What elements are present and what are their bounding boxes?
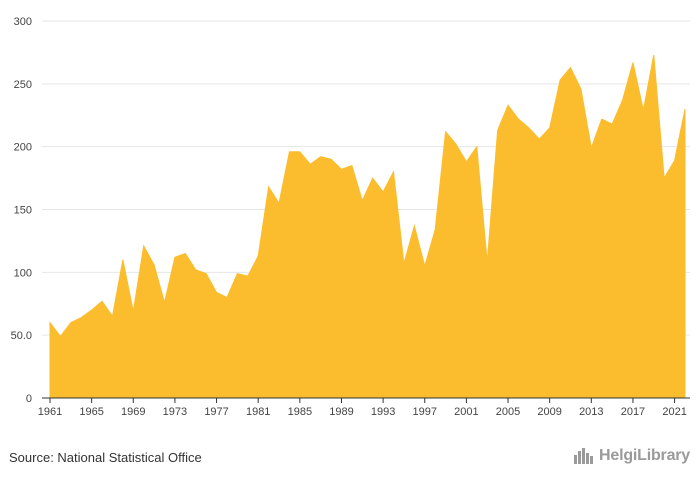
area-chart: 0 50.0 100 150 200 250 300 1961 1965 1969 1973 197… — [11, 16, 690, 418]
area-series — [49, 54, 686, 399]
y-tick-label: 200 — [14, 142, 32, 154]
x-tick-label: 1973 — [163, 406, 187, 418]
x-tick-label: 1981 — [246, 406, 270, 418]
x-tick-label: 2009 — [537, 406, 561, 418]
x-tick-label: 2013 — [579, 406, 603, 418]
y-tick-label: 100 — [14, 267, 32, 279]
helgi-library-logo: HelgiLibrary — [573, 447, 690, 465]
x-tick-label: 1993 — [371, 406, 395, 418]
x-tick-label: 2021 — [662, 406, 686, 418]
y-tick-label: 250 — [14, 79, 32, 91]
footer: Source: National Statistical Office Helg… — [0, 440, 700, 483]
source-note: Source: National Statistical Office — [9, 450, 202, 465]
x-tick-label: 1977 — [204, 406, 228, 418]
x-tick-label: 1985 — [288, 406, 312, 418]
x-tick-label: 2001 — [454, 406, 478, 418]
x-tick-label: 1997 — [413, 406, 437, 418]
y-tick-label: 150 — [14, 205, 32, 217]
area-fill — [49, 54, 686, 399]
y-tick-label: 0 — [26, 393, 32, 405]
x-tick-label: 1969 — [121, 406, 145, 418]
x-tick-label: 1989 — [329, 406, 353, 418]
x-tick-label: 1965 — [79, 406, 103, 418]
skyline-icon — [574, 448, 594, 464]
y-tick-label: 300 — [14, 16, 32, 28]
x-tick-label: 2017 — [621, 406, 645, 418]
y-tick-label: 50.0 — [11, 330, 32, 342]
x-tick-label: 2005 — [496, 406, 520, 418]
x-axis-ticks: 1961 1965 1969 1973 1977 1981 1985 1989 1993 1997… — [38, 398, 687, 418]
x-tick-label: 1961 — [38, 406, 62, 418]
logo-text: HelgiLibrary — [599, 447, 690, 464]
y-axis-ticks: 0 50.0 100 150 200 250 300 — [11, 16, 32, 405]
